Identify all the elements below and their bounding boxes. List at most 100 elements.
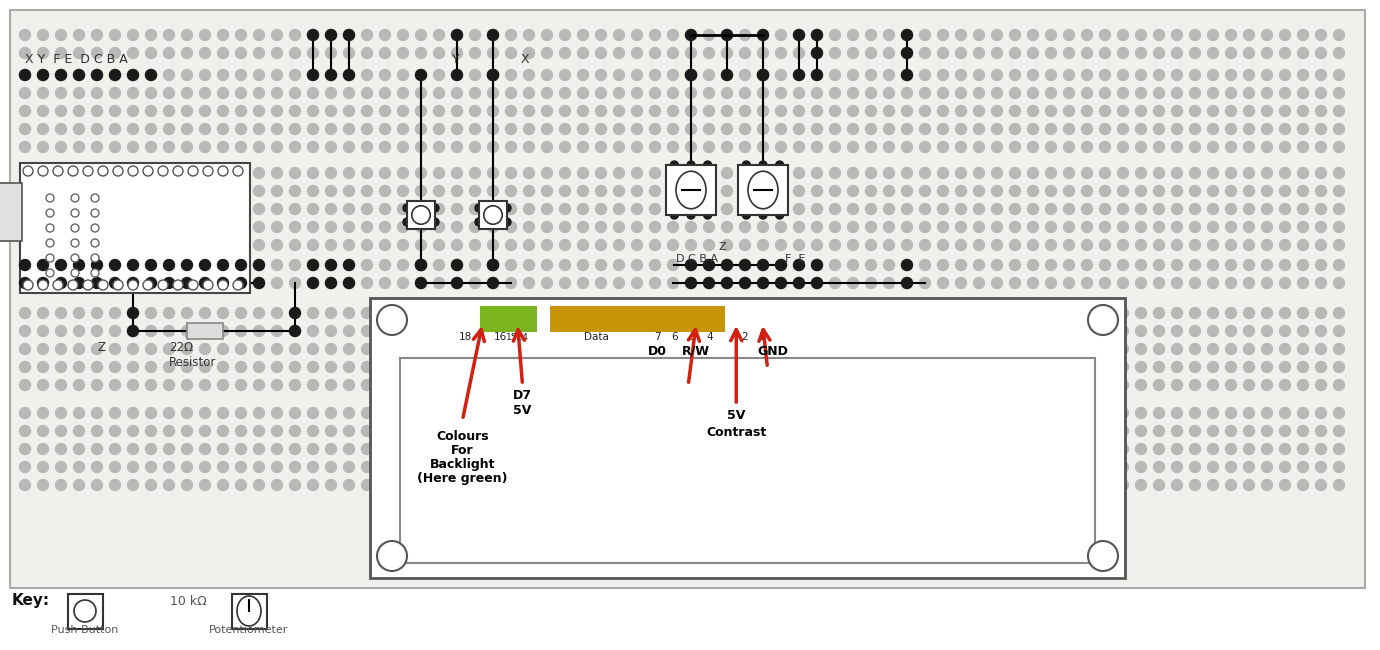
Circle shape	[722, 426, 733, 437]
Circle shape	[704, 259, 715, 270]
Circle shape	[1190, 380, 1201, 391]
Circle shape	[1082, 222, 1093, 233]
Circle shape	[530, 313, 540, 323]
Circle shape	[362, 70, 373, 81]
Circle shape	[541, 480, 552, 491]
Circle shape	[1100, 480, 1111, 491]
Circle shape	[991, 361, 1002, 372]
Circle shape	[1190, 426, 1201, 437]
Circle shape	[433, 203, 444, 214]
Circle shape	[362, 307, 373, 318]
Circle shape	[1010, 203, 1020, 214]
Circle shape	[1279, 426, 1290, 437]
Circle shape	[559, 29, 570, 40]
Circle shape	[1136, 142, 1147, 153]
Circle shape	[200, 124, 211, 135]
Circle shape	[577, 239, 588, 250]
Circle shape	[1333, 278, 1344, 289]
Circle shape	[650, 239, 661, 250]
Circle shape	[523, 142, 534, 153]
Circle shape	[451, 426, 462, 437]
Circle shape	[1136, 124, 1147, 135]
Circle shape	[596, 105, 606, 116]
Circle shape	[415, 88, 426, 99]
Circle shape	[1261, 168, 1272, 179]
Circle shape	[1154, 307, 1165, 318]
Circle shape	[1333, 307, 1344, 318]
Circle shape	[1046, 408, 1057, 419]
Circle shape	[362, 380, 373, 391]
Circle shape	[523, 408, 534, 419]
Circle shape	[541, 70, 552, 81]
Circle shape	[541, 380, 552, 391]
Circle shape	[1046, 222, 1057, 233]
Circle shape	[1243, 462, 1254, 473]
Circle shape	[740, 124, 751, 135]
Bar	[188, 323, 224, 339]
Circle shape	[19, 203, 30, 214]
Circle shape	[955, 168, 966, 179]
Circle shape	[272, 168, 283, 179]
Circle shape	[740, 88, 751, 99]
Circle shape	[326, 168, 337, 179]
Circle shape	[487, 278, 498, 289]
Circle shape	[145, 462, 156, 473]
Circle shape	[793, 326, 805, 337]
Circle shape	[919, 239, 930, 250]
Circle shape	[469, 203, 480, 214]
Circle shape	[91, 105, 102, 116]
Circle shape	[991, 278, 1002, 289]
Circle shape	[236, 222, 247, 233]
Circle shape	[1208, 185, 1219, 196]
Circle shape	[109, 47, 120, 58]
Circle shape	[290, 105, 301, 116]
Circle shape	[91, 462, 102, 473]
Circle shape	[1010, 307, 1020, 318]
Circle shape	[326, 239, 337, 250]
Circle shape	[776, 124, 787, 135]
Circle shape	[200, 203, 211, 214]
Circle shape	[776, 142, 787, 153]
Circle shape	[541, 426, 552, 437]
Circle shape	[901, 29, 912, 40]
Circle shape	[722, 259, 733, 270]
Circle shape	[1028, 222, 1039, 233]
Circle shape	[326, 105, 337, 116]
Circle shape	[55, 70, 66, 81]
Circle shape	[758, 313, 767, 323]
Circle shape	[1100, 203, 1111, 214]
Circle shape	[1208, 343, 1219, 354]
Circle shape	[937, 326, 948, 337]
Circle shape	[901, 168, 912, 179]
Circle shape	[955, 361, 966, 372]
Circle shape	[109, 105, 120, 116]
Circle shape	[668, 443, 679, 454]
Circle shape	[415, 222, 426, 233]
Circle shape	[955, 343, 966, 354]
Circle shape	[55, 307, 66, 318]
Circle shape	[55, 239, 66, 250]
Circle shape	[937, 105, 948, 116]
Circle shape	[668, 326, 679, 337]
Circle shape	[145, 408, 156, 419]
Circle shape	[83, 166, 92, 176]
Circle shape	[686, 278, 697, 289]
Circle shape	[55, 443, 66, 454]
Circle shape	[1010, 168, 1020, 179]
Circle shape	[109, 443, 120, 454]
Circle shape	[505, 203, 516, 214]
Circle shape	[955, 380, 966, 391]
Circle shape	[596, 361, 606, 372]
Text: 1514: 1514	[506, 333, 529, 342]
Circle shape	[182, 203, 192, 214]
Circle shape	[344, 124, 355, 135]
Circle shape	[704, 105, 715, 116]
Circle shape	[308, 380, 319, 391]
Circle shape	[668, 480, 679, 491]
Circle shape	[865, 343, 876, 354]
Circle shape	[1064, 168, 1075, 179]
Circle shape	[793, 222, 805, 233]
Circle shape	[145, 185, 156, 196]
Circle shape	[380, 326, 391, 337]
Circle shape	[200, 105, 211, 116]
